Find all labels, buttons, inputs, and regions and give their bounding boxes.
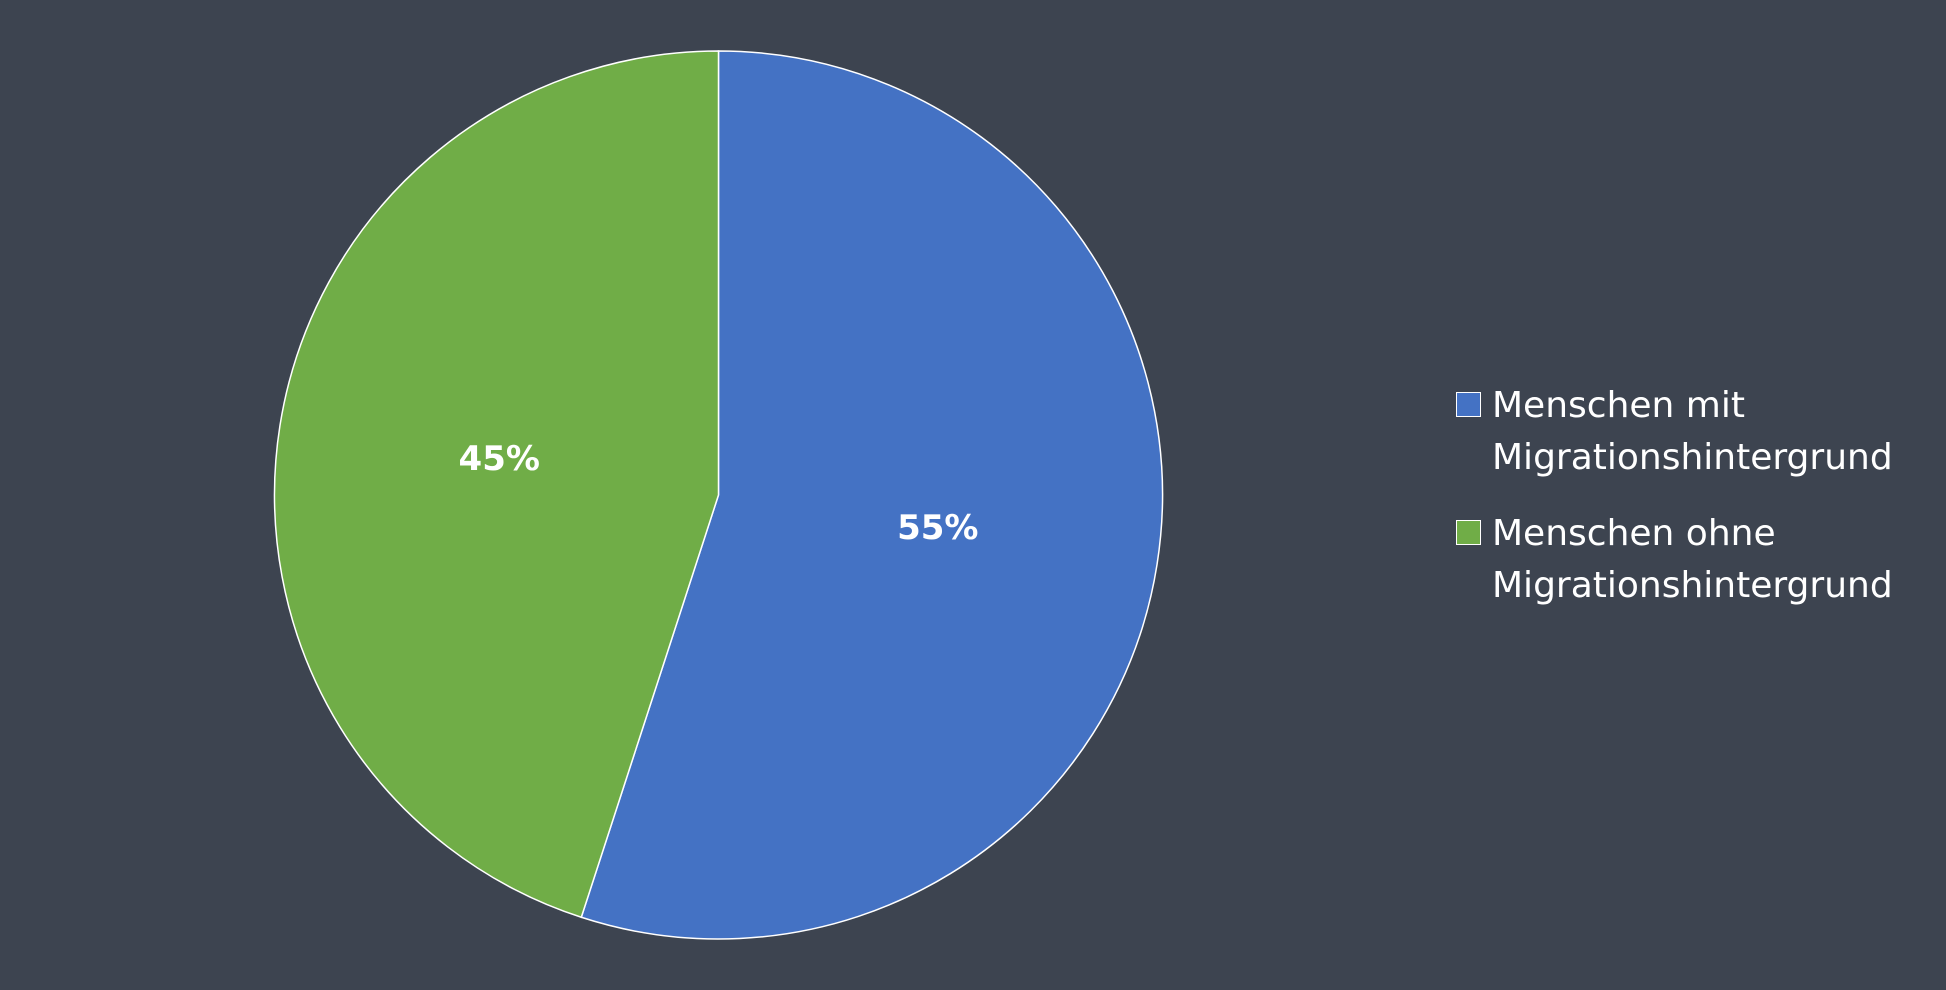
pie-slice <box>273 50 720 919</box>
legend-label: Menschen mit Migrationshintergrund <box>1492 385 1893 478</box>
legend-item: Menschen ohne Migrationshintergrund <box>1456 508 1896 612</box>
legend-swatch <box>1456 520 1481 545</box>
value-label: 55% <box>897 508 978 548</box>
legend: Menschen mit Migrationshintergrund Mensch… <box>1456 380 1896 636</box>
legend-swatch <box>1456 392 1481 417</box>
legend-item: Menschen mit Migrationshintergrund <box>1456 380 1896 484</box>
legend-label: Menschen ohne Migrationshintergrund <box>1492 513 1893 606</box>
pie-slice <box>580 50 1164 940</box>
value-label: 45% <box>459 439 540 479</box>
